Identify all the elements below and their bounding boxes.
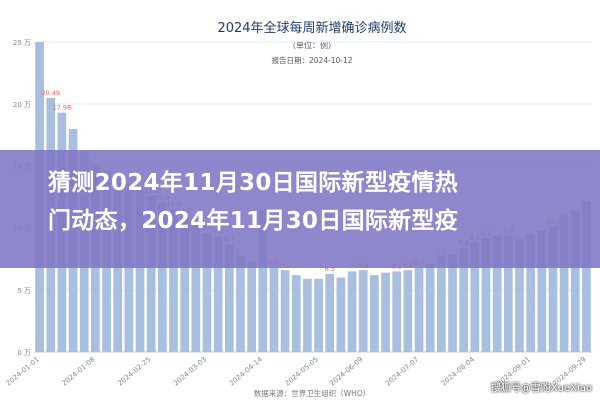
bar: [191, 223, 201, 352]
bar: [403, 270, 413, 352]
bar: [425, 263, 435, 352]
watermark: 搜狐号@雪购XueXiao: [490, 383, 592, 394]
bar: [582, 200, 591, 352]
bar: [436, 256, 446, 352]
x-tick-label: 2024-01-01: [5, 355, 41, 387]
bar: [459, 247, 469, 352]
bar: [236, 255, 245, 352]
bar: [314, 278, 323, 352]
bar: [515, 239, 524, 352]
bar: [481, 237, 491, 352]
x-tick-label: 2024-04-14: [228, 355, 265, 388]
bar: [492, 235, 502, 352]
data-label: 20.49: [41, 89, 60, 97]
bar: [146, 195, 156, 352]
bar: [180, 215, 190, 352]
bar: [325, 273, 335, 352]
bar: [526, 234, 535, 352]
bar: [291, 275, 301, 352]
bar: [448, 254, 457, 352]
bar: [247, 261, 256, 352]
x-tick-label: 2024-08-04: [440, 355, 477, 388]
data-label: 17.98: [53, 104, 72, 112]
bar: [258, 210, 268, 352]
x-tick-label: 2024-07-07: [384, 355, 420, 387]
source-note: 数据来源：世界卫生组织（WHO）: [254, 388, 370, 398]
y-tick-label: 0 万: [17, 349, 31, 357]
chart-title: 2024年全球每周新增确诊病例数: [217, 20, 406, 36]
bar: [381, 272, 390, 352]
bar: [169, 209, 178, 352]
bar: [537, 230, 547, 352]
bar: [135, 188, 145, 352]
bar: [213, 236, 223, 352]
bar: [202, 232, 212, 352]
bar: [570, 210, 580, 352]
headline-banner: 猜测2024年11月30日国际新型疫情热 门动态，2024年11月30日国际新型…: [0, 150, 600, 268]
bar: [503, 235, 513, 352]
bar: [303, 278, 312, 352]
bar: [347, 271, 357, 352]
data-label: 6.3: [325, 265, 335, 273]
x-tick-label: 2024-02-25: [116, 355, 152, 387]
bar: [392, 271, 402, 352]
x-tick-label: 2024-05-05: [284, 355, 320, 387]
x-tick-label: 2024-03-03: [172, 355, 208, 387]
bar: [280, 270, 290, 352]
bar: [336, 277, 346, 352]
bar: [548, 226, 558, 352]
headline-text[interactable]: 猜测2024年11月30日国际新型疫情热 门动态，2024年11月30日国际新型…: [48, 170, 459, 234]
bar: [269, 267, 279, 352]
y-tick-label: 5 万: [17, 287, 31, 295]
x-tick-label: 2024-06-09: [328, 355, 364, 387]
bar: [157, 203, 167, 352]
bar: [559, 214, 569, 352]
report-date: 报告日期：2024-10-12: [271, 55, 352, 65]
x-tick-label: 2024-01-08: [60, 355, 96, 387]
bar: [358, 270, 368, 352]
y-tick-label: 25 万: [13, 39, 31, 47]
bar: [470, 242, 480, 352]
chart-subtitle: （单位：例）: [288, 40, 336, 50]
bar: [414, 267, 424, 352]
bar: [370, 275, 379, 352]
y-tick-label: 20 万: [13, 101, 31, 109]
bar: [224, 244, 234, 352]
